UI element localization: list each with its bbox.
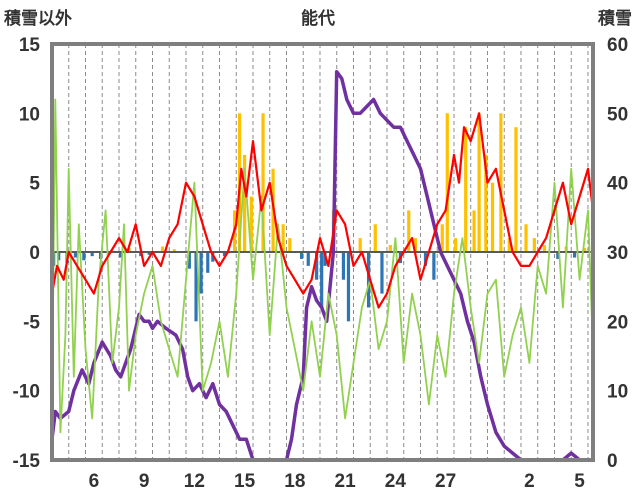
x-tick-label: 24 (385, 471, 407, 492)
bar (341, 252, 346, 280)
right-tick-label: 60 (607, 35, 628, 56)
right-tick-label: 50 (607, 104, 628, 125)
x-tick-label: 18 (284, 471, 305, 492)
x-tick-label: 2 (524, 471, 535, 492)
bar (464, 127, 468, 252)
bar (222, 252, 227, 257)
bar (572, 252, 577, 258)
bar (472, 210, 476, 252)
x-tick-label: 27 (435, 471, 456, 492)
bar (82, 252, 86, 261)
x-tick-label: 21 (335, 471, 357, 492)
x-tick-label: 15 (234, 471, 256, 492)
bar (583, 247, 587, 252)
plot-frame (50, 42, 595, 462)
bar (358, 238, 362, 252)
bar (194, 252, 198, 322)
bar (477, 113, 481, 252)
bar (261, 113, 265, 252)
x-tick-label: 6 (89, 471, 100, 492)
bar (532, 238, 536, 252)
bar (288, 238, 292, 252)
bar (346, 252, 351, 322)
bar (160, 246, 165, 252)
x-tick-label: 9 (139, 471, 150, 492)
bar (556, 252, 560, 259)
bar (199, 252, 203, 294)
left-tick-label: -15 (13, 451, 41, 472)
bar (524, 224, 528, 252)
bar (187, 252, 191, 269)
bar (388, 245, 392, 252)
bar (432, 252, 436, 280)
left-tick-label: -10 (13, 382, 40, 403)
bar (281, 224, 285, 252)
bar (373, 224, 377, 252)
series-line (50, 112, 595, 309)
bar (380, 252, 384, 294)
left-tick-label: -5 (23, 312, 40, 333)
vertical-gridlines (51, 44, 589, 460)
right-tick-label: 40 (607, 174, 628, 195)
bar (57, 252, 61, 261)
bar (490, 182, 495, 252)
bar (413, 238, 418, 252)
bar (119, 252, 123, 258)
bar (445, 113, 449, 252)
bar (366, 252, 371, 308)
bar (484, 154, 488, 252)
bar (306, 252, 310, 266)
line-series (50, 69, 595, 462)
left-tick-label: 5 (29, 174, 40, 195)
right-axis-label: 積雪 (598, 9, 632, 29)
left-tick-label: 15 (19, 35, 41, 56)
bar (206, 252, 210, 273)
bar (320, 252, 324, 308)
series-line (50, 69, 595, 462)
bar (243, 154, 247, 252)
right-tick-label: 30 (607, 243, 628, 264)
right-tick-label: 10 (607, 382, 628, 403)
bar (499, 113, 503, 252)
bar (315, 252, 319, 280)
bar (147, 252, 151, 255)
bar (407, 210, 411, 252)
right-tick-label: 0 (607, 451, 618, 472)
bar (440, 224, 444, 252)
series-line (51, 98, 594, 434)
bar (454, 238, 458, 252)
bar (90, 252, 94, 257)
bar (423, 252, 428, 266)
x-axis-ticks: 6 9 12 15 18 21 24 27 2 5 (89, 471, 586, 492)
right-tick-label: 20 (607, 312, 628, 333)
x-tick-label: 5 (574, 471, 585, 492)
bar (172, 249, 176, 252)
left-tick-label: 0 (29, 243, 40, 264)
bar (249, 196, 253, 252)
x-tick-label: 12 (184, 471, 205, 492)
chart-title: 能代 (301, 9, 335, 29)
bar (323, 252, 327, 266)
left-axis-ticks: 15 10 5 0 -5 -10 -15 (13, 35, 41, 472)
left-tick-label: 10 (19, 104, 40, 125)
left-axis-label: 積雪以外 (4, 9, 72, 29)
bar (299, 252, 304, 259)
bar (542, 245, 547, 252)
bar (507, 238, 511, 252)
bar (73, 252, 78, 258)
bar (514, 127, 518, 252)
right-axis-ticks: 60 50 40 30 20 10 0 (607, 35, 628, 472)
